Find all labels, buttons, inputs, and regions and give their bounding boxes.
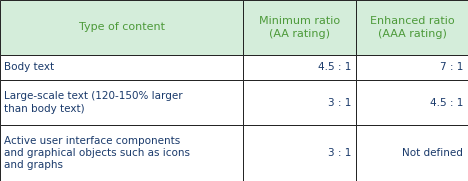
Bar [243,125,356,181]
Text: Enhanced ratio
(AAA rating): Enhanced ratio (AAA rating) [370,16,454,39]
Bar [243,80,356,125]
Bar [243,55,356,80]
Bar [0,80,243,125]
Text: Active user interface components
and graphical objects such as icons
and graphs: Active user interface components and gra… [4,136,190,170]
Text: 4.5 : 1: 4.5 : 1 [318,62,351,73]
Text: Large-scale text (120-150% larger
than body text): Large-scale text (120-150% larger than b… [4,91,183,114]
Bar [356,0,468,55]
Bar [243,0,356,55]
Text: 3 : 1: 3 : 1 [328,148,351,158]
Bar [356,80,468,125]
Text: 4.5 : 1: 4.5 : 1 [430,98,463,108]
Text: 3 : 1: 3 : 1 [328,98,351,108]
Text: Not defined: Not defined [402,148,463,158]
Bar [0,125,243,181]
Text: Body text: Body text [4,62,54,73]
Bar [356,55,468,80]
Bar [0,55,243,80]
Bar [356,125,468,181]
Text: Minimum ratio
(AA rating): Minimum ratio (AA rating) [259,16,340,39]
Text: Type of content: Type of content [79,22,164,33]
Bar [0,0,243,55]
Text: 7 : 1: 7 : 1 [440,62,463,73]
